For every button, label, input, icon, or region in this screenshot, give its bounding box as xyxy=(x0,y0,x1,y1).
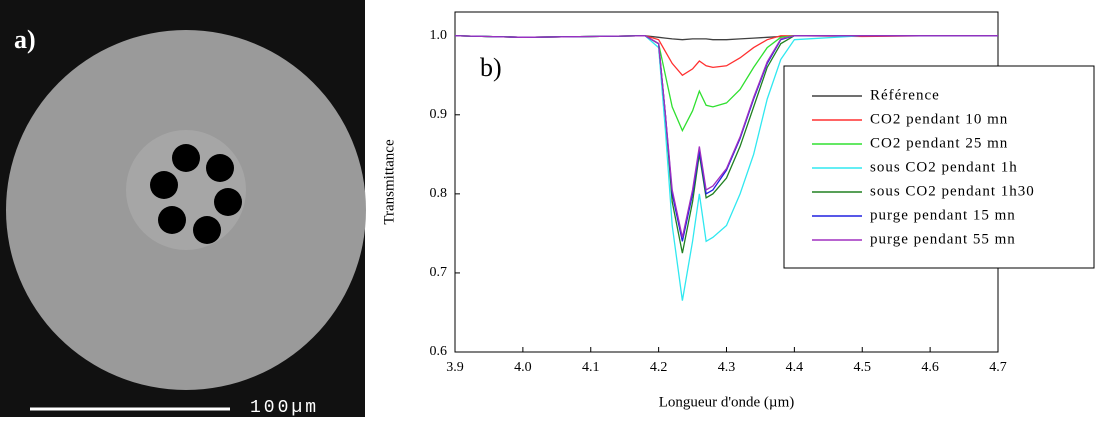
y-tick-label: 0.9 xyxy=(430,107,448,122)
panel-label: a) xyxy=(14,25,36,54)
x-axis-label: Longueur d'onde (µm) xyxy=(659,394,794,410)
y-axis-label: Transmittance xyxy=(381,139,397,225)
x-tick-label: 4.4 xyxy=(786,360,804,375)
legend-label: sous CO2 pendant 1h xyxy=(870,159,1018,175)
scale-label: 100µm xyxy=(250,398,319,417)
sem-image: 100µm a) xyxy=(0,0,366,418)
series-line xyxy=(454,35,998,301)
air-hole xyxy=(206,154,234,182)
legend-label: CO2 pendant 10 mn xyxy=(870,111,1008,127)
x-tick-label: 4.3 xyxy=(718,360,736,375)
y-tick-label: 1.0 xyxy=(430,28,448,43)
air-hole xyxy=(150,171,178,199)
air-hole xyxy=(214,188,242,216)
legend-label: CO2 pendant 25 mn xyxy=(870,135,1008,151)
air-hole xyxy=(158,206,186,234)
legend-box xyxy=(783,65,1095,269)
legend-label: purge pendant 15 mn xyxy=(870,207,1016,223)
x-tick-label: 3.9 xyxy=(446,360,464,375)
y-tick-label: 0.6 xyxy=(430,344,448,359)
x-tick-label: 4.7 xyxy=(989,360,1007,375)
chart: 3.9 4.0 4.1 4.2 4.3 4.4 4.5 4.6 4.7 0.6 0.7 0.8 0.9 1… xyxy=(381,11,1095,410)
air-hole xyxy=(172,144,200,172)
x-tick-label: 4.6 xyxy=(921,360,939,375)
series-line xyxy=(454,35,998,238)
x-tick-label: 4.1 xyxy=(582,360,600,375)
legend-label: purge pendant 55 mn xyxy=(870,231,1016,247)
y-tick-label: 0.8 xyxy=(430,186,448,201)
legend-label: Référence xyxy=(870,87,940,103)
x-tick-label: 4.2 xyxy=(650,360,668,375)
air-hole xyxy=(193,216,221,244)
y-tick-label: 0.7 xyxy=(430,265,448,280)
legend-label: sous CO2 pendant 1h30 xyxy=(870,183,1035,199)
panel-label: b) xyxy=(480,53,502,82)
x-tick-label: 4.0 xyxy=(514,360,532,375)
x-tick-label: 4.5 xyxy=(854,360,872,375)
